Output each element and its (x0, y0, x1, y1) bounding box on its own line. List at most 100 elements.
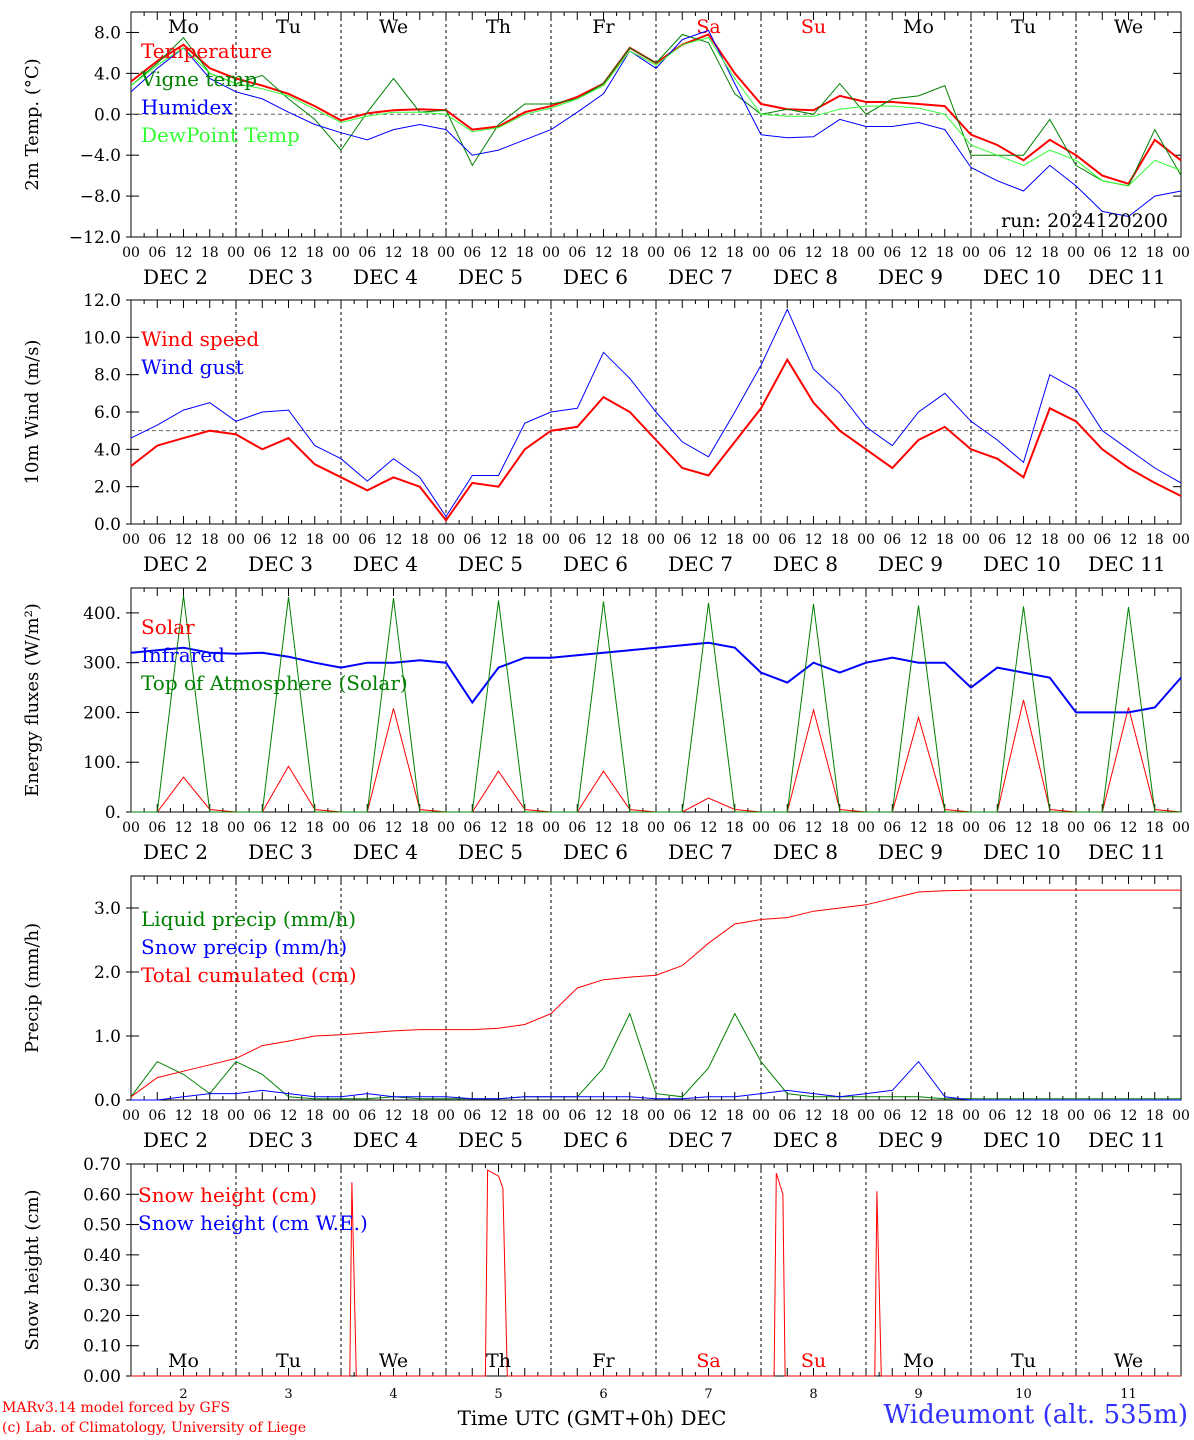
series-line (130, 357, 1182, 522)
hour-tick-label: 12 (280, 1108, 298, 1124)
model-credit: MARv3.14 model forced by GFS (2, 1400, 231, 1416)
date-label: DEC 10 (983, 552, 1061, 576)
hour-tick-label: 18 (831, 532, 849, 548)
hour-tick-label: 12 (805, 532, 823, 548)
date-label: DEC 2 (143, 552, 208, 576)
date-label: DEC 2 (143, 840, 208, 864)
weekday-label: We (379, 16, 408, 38)
y-tick-label: 6.0 (94, 403, 121, 423)
hour-tick-label: 18 (411, 820, 429, 836)
date-label: DEC 11 (1088, 1128, 1166, 1152)
legend-entry: Top of Atmosphere (Solar) (141, 671, 408, 695)
hour-tick-label: 18 (936, 820, 954, 836)
hour-tick-label: 18 (726, 1108, 744, 1124)
y-tick-label: 0.50 (83, 1216, 121, 1236)
hour-tick-label: 00 (1172, 820, 1190, 836)
hour-tick-label: 00 (122, 532, 140, 548)
date-label: DEC 4 (353, 840, 418, 864)
hour-tick-label: 12 (490, 532, 508, 548)
hour-tick-label: 12 (385, 532, 403, 548)
hour-tick-label: 06 (673, 820, 691, 836)
hour-tick-label: 00 (542, 1108, 560, 1124)
hour-tick-label: 06 (988, 820, 1006, 836)
hour-tick-label: 18 (1146, 245, 1164, 261)
date-tick-label: 5 (494, 1387, 502, 1402)
y-tick-label: 1.0 (94, 1027, 121, 1047)
hour-tick-label: 18 (306, 820, 324, 836)
hour-tick-label: 00 (122, 820, 140, 836)
y-axis-label: Precip (mm/h) (22, 923, 43, 1053)
y-axis-label: 2m Temp. (°C) (22, 58, 43, 190)
hour-tick-label: 12 (1015, 820, 1033, 836)
series-line (130, 1012, 1181, 1100)
y-tick-label: 4.0 (94, 440, 121, 460)
y-tick-label: 0.30 (83, 1276, 121, 1296)
hour-tick-label: 12 (1015, 532, 1033, 548)
date-label: DEC 5 (458, 1128, 523, 1152)
date-tick-label: 10 (1015, 1387, 1032, 1402)
weekday-label: Th (486, 1350, 511, 1372)
date-tick-label: 2 (179, 1387, 187, 1402)
hour-tick-label: 06 (253, 1108, 271, 1124)
date-tick-label: 6 (599, 1387, 607, 1402)
hour-tick-label: 12 (385, 1108, 403, 1124)
hour-tick-label: 06 (253, 532, 271, 548)
hour-tick-label: 06 (1093, 245, 1111, 261)
y-tick-label: 0.0 (94, 515, 121, 535)
hour-tick-label: 18 (411, 245, 429, 261)
weekday-label: Mo (903, 16, 934, 38)
y-tick-label: 4.0 (94, 64, 121, 84)
series-line (131, 595, 1181, 813)
lab-credit: (c) Lab. of Climatology, University of L… (2, 1420, 307, 1436)
hour-tick-label: 12 (490, 1108, 508, 1124)
hour-tick-label: 18 (726, 532, 744, 548)
legend-entry: Liquid precip (mm/h) (141, 907, 356, 931)
hour-tick-label: 12 (700, 820, 718, 836)
hour-tick-label: 18 (831, 820, 849, 836)
hour-tick-label: 12 (385, 245, 403, 261)
weekday-label: Tu (1011, 1350, 1036, 1372)
date-label: DEC 9 (878, 552, 943, 576)
hour-tick-label: 00 (857, 245, 875, 261)
hour-tick-label: 12 (490, 245, 508, 261)
hour-tick-label: 00 (857, 1108, 875, 1124)
hour-tick-label: 00 (332, 532, 350, 548)
date-label: DEC 3 (248, 552, 313, 576)
y-tick-label: 0.40 (83, 1246, 121, 1266)
y-tick-label: 3.0 (94, 899, 121, 919)
hour-tick-label: 06 (148, 1108, 166, 1124)
date-label: DEC 7 (668, 265, 733, 289)
hour-tick-label: 00 (857, 532, 875, 548)
hour-tick-label: 12 (805, 820, 823, 836)
hour-tick-label: 00 (1172, 532, 1190, 548)
hour-tick-label: 18 (621, 1108, 639, 1124)
date-label: DEC 6 (563, 1128, 628, 1152)
date-label: DEC 8 (773, 1128, 838, 1152)
hour-tick-label: 18 (1146, 532, 1164, 548)
hour-tick-label: 06 (1093, 532, 1111, 548)
hour-tick-label: 18 (516, 245, 534, 261)
hour-tick-label: 06 (988, 1108, 1006, 1124)
hour-tick-label: 18 (726, 245, 744, 261)
y-tick-label: −12.0 (69, 228, 121, 248)
hour-tick-label: 00 (332, 820, 350, 836)
legend-entry: Snow height (cm) (138, 1183, 317, 1207)
hour-tick-label: 18 (936, 532, 954, 548)
hour-tick-label: 06 (568, 1108, 586, 1124)
y-axis-label: Snow height (cm) (22, 1189, 43, 1350)
hour-tick-label: 06 (778, 1108, 796, 1124)
hour-tick-label: 18 (306, 532, 324, 548)
date-label: DEC 6 (563, 265, 628, 289)
hour-tick-label: 00 (227, 532, 245, 548)
hour-tick-label: 18 (411, 532, 429, 548)
hour-tick-label: 00 (1067, 532, 1085, 548)
date-label: DEC 10 (983, 840, 1061, 864)
series-line (130, 29, 1182, 218)
series-line (130, 308, 1182, 518)
hour-tick-label: 06 (778, 820, 796, 836)
hour-tick-label: 06 (778, 245, 796, 261)
date-label: DEC 11 (1088, 552, 1166, 576)
hour-tick-label: 18 (411, 1108, 429, 1124)
date-label: DEC 10 (983, 265, 1061, 289)
legend-entry: Snow height (cm W.E.) (138, 1211, 368, 1235)
